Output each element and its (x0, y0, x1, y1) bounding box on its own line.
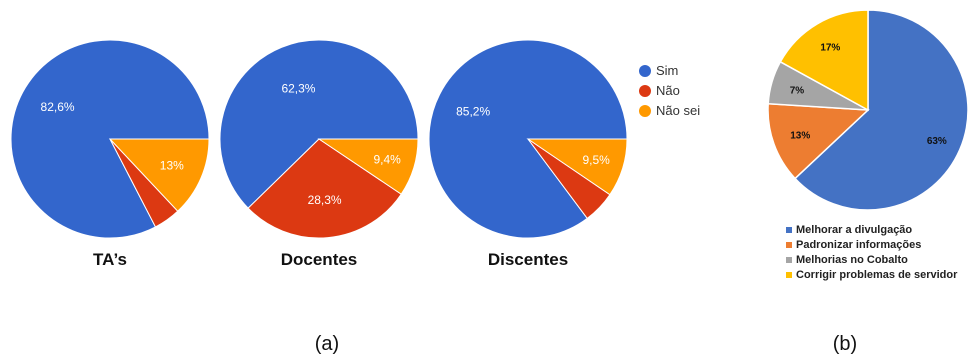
legend-b-marker-servidor (786, 272, 792, 278)
pie-label-b-melhorias-no-cobalto: 7% (790, 85, 805, 96)
caption-b: (b) (833, 333, 857, 355)
pie-label-docentes-sim: 62,3% (281, 82, 315, 96)
pie-label-discentes-sim: 85,2% (456, 104, 490, 118)
legend-b: Melhorar a divulgação Padronizar informa… (786, 224, 958, 281)
pie-label-b-corrigir-problemas-de-servidor: 17% (820, 42, 840, 53)
pie-slice-b-padronizar-informacoes (767, 102, 870, 180)
pie-slice-docentes-nao-sei (317, 138, 419, 195)
pie-title-discentes: Discentes (488, 250, 568, 269)
pie-label-docentes-nao: 28,3% (308, 193, 342, 207)
legend-a-marker-nao-sei (639, 105, 651, 117)
legend-b-marker-divulgacao (786, 227, 792, 233)
pie-slice-tas-nao-sei (108, 138, 210, 212)
pie-title-docentes: Docentes (281, 250, 358, 269)
legend-b-label-cobalto: Melhorias no Cobalto (796, 254, 908, 266)
pie-slice-docentes-nao (247, 138, 402, 239)
legend-a-marker-sim (639, 65, 651, 77)
pie-label-tas-nao-sei: 13% (160, 159, 184, 173)
pie-chart-discentes: 85,2% 9,5% Discentes (428, 39, 628, 269)
pie-title-tas: TA’s (93, 250, 127, 269)
pie-chart-tas: 82,6% 13% TA’s (10, 39, 210, 269)
pie-chart-docentes: 62,3% 28,3% 9,4% Docentes (219, 39, 419, 269)
legend-b-label-padronizar: Padronizar informações (796, 239, 921, 251)
legend-b-label-divulgacao: Melhorar a divulgação (796, 224, 912, 236)
legend-a-label-nao-sei: Não sei (656, 103, 700, 118)
legend-a: Sim Não Não sei (639, 63, 700, 118)
pie-slice-discentes-nao-sei (526, 138, 628, 196)
legend-a-label-sim: Sim (656, 63, 678, 78)
legend-a-marker-nao (639, 85, 651, 97)
pie-slice-b-melhorar-a-divulgacao (794, 9, 968, 211)
legend-a-label-nao: Não (656, 83, 680, 98)
pie-label-tas-sim: 82,6% (41, 100, 75, 114)
pie-slice-docentes-sim (219, 39, 419, 209)
pie-chart-b: 63% 13% 7% 17% (767, 9, 968, 211)
pie-slice-b-corrigir-problemas-de-servidor (779, 9, 869, 112)
legend-b-marker-cobalto (786, 257, 792, 263)
legend-b-label-servidor: Corrigir problemas de servidor (796, 269, 958, 281)
pie-label-b-melhorar-a-divulgacao: 63% (927, 136, 947, 147)
caption-a: (a) (315, 333, 339, 355)
pie-label-discentes-nao-sei: 9,5% (582, 153, 610, 167)
legend-b-marker-padronizar (786, 242, 792, 248)
pie-label-docentes-nao-sei: 9,4% (374, 153, 402, 167)
pie-label-b-padronizar-informacoes: 13% (790, 130, 810, 141)
